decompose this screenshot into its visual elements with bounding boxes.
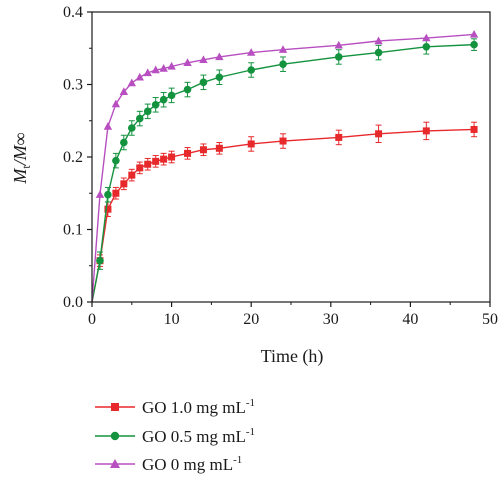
series-line <box>91 128 475 303</box>
data-point-triangle <box>374 36 383 45</box>
legend-label-go-0-5: GO 0.5 mg mL-1 <box>142 426 255 446</box>
legend-item-go-1-0: GO 1.0 mg mL-1 <box>95 397 255 417</box>
x-tick-label: 40 <box>402 311 418 328</box>
data-point-circle <box>135 114 144 123</box>
legend-label-go-1-0-main: GO 1.0 mg mL <box>142 398 246 417</box>
data-point-triangle <box>215 52 224 61</box>
legend: GO 1.0 mg mL-1 GO 0.5 mg mL-1 GO 0 mg mL… <box>95 397 255 474</box>
data-point-circle <box>334 53 343 61</box>
data-point-square <box>160 155 168 163</box>
legend-item-go-0-5: GO 0.5 mg mL-1 <box>95 426 255 446</box>
legend-label-go-0: GO 0 mg mL-1 <box>142 454 242 474</box>
y-tick-label: 0.4 <box>63 4 83 21</box>
legend-label-go-0-5-main: GO 0.5 mg mL <box>142 427 246 446</box>
data-point-circle <box>199 78 208 87</box>
data-point-triangle <box>111 99 121 108</box>
data-point-triangle <box>334 40 343 49</box>
data-point-square <box>247 140 255 148</box>
data-point-triangle <box>135 72 144 81</box>
legend-marker-circle <box>110 431 120 441</box>
series-circle <box>91 38 478 303</box>
data-point-circle <box>128 124 136 132</box>
x-tick-label: 50 <box>482 311 498 328</box>
data-point-square <box>112 189 120 197</box>
data-point-square <box>136 164 144 172</box>
data-point-square <box>120 180 128 188</box>
x-tick-label: 0 <box>88 311 96 328</box>
x-tick-label: 10 <box>164 311 180 328</box>
data-point-circle <box>96 256 104 265</box>
data-point-triangle <box>422 33 431 42</box>
data-point-square <box>104 205 112 213</box>
data-point-triangle <box>167 61 176 70</box>
data-point-triangle <box>247 48 256 56</box>
data-point-circle <box>374 48 383 57</box>
data-point-circle <box>143 107 152 116</box>
legend-label-go-1-0-sup: -1 <box>246 397 255 409</box>
data-point-square <box>144 160 152 168</box>
data-point-square <box>470 125 478 133</box>
data-point-triangle <box>183 58 192 66</box>
data-point-square <box>215 144 223 152</box>
y-axis-title: Mt/M∞ <box>10 132 33 184</box>
series-triangle <box>91 29 479 303</box>
data-point-circle <box>167 91 176 100</box>
legend-label-go-0-main: GO 0 mg mL <box>142 455 233 474</box>
data-point-square <box>128 171 136 179</box>
data-point-circle <box>279 60 287 68</box>
data-point-square <box>184 149 192 157</box>
legend-label-go-1-0: GO 1.0 mg mL-1 <box>142 397 255 417</box>
data-point-circle <box>120 138 128 147</box>
y-tick-label: 0.1 <box>63 222 83 239</box>
data-point-circle <box>112 156 120 165</box>
legend-item-go-0: GO 0 mg mL-1 <box>95 454 242 474</box>
y-tick-label: 0.3 <box>63 77 83 94</box>
data-point-square <box>199 146 207 154</box>
data-point-square <box>375 130 383 138</box>
axes: 0 10 20 30 40 50 0.0 0.1 0.2 0.3 0.4 <box>63 4 498 328</box>
data-point-circle <box>159 95 168 104</box>
legend-label-go-0-5-sup: -1 <box>246 426 255 438</box>
data-point-triangle <box>278 45 288 53</box>
data-point-circle <box>151 101 160 109</box>
data-point-triangle <box>143 68 152 77</box>
series-line <box>91 43 475 303</box>
data-point-triangle <box>151 65 160 74</box>
data-point-triangle <box>103 122 113 130</box>
legend-marker-triangle <box>110 459 120 468</box>
plot-area <box>91 29 479 303</box>
data-point-circle <box>247 66 255 74</box>
data-point-triangle <box>469 29 479 38</box>
data-point-triangle <box>159 64 168 72</box>
data-point-circle <box>104 190 112 199</box>
data-point-circle <box>470 40 478 49</box>
plot-frame <box>91 11 491 303</box>
y-axis-title-m: M <box>10 168 30 185</box>
data-point-square <box>168 153 176 161</box>
y-tick-label: 0.0 <box>63 294 83 311</box>
legend-label-go-0-sup: -1 <box>233 454 242 466</box>
data-point-square <box>422 127 430 135</box>
data-point-circle <box>422 43 431 51</box>
x-tick-label: 30 <box>323 311 339 328</box>
y-axis-title-rest: /M∞ <box>10 132 30 166</box>
x-axis-title: Time (h) <box>261 346 324 367</box>
data-point-circle <box>183 85 192 94</box>
data-point-square <box>335 133 343 141</box>
data-point-triangle <box>199 55 208 64</box>
data-point-square <box>152 157 160 165</box>
legend-marker-square <box>111 403 119 411</box>
data-point-circle <box>215 73 224 82</box>
data-point-square <box>279 137 287 145</box>
data-point-triangle <box>119 87 129 95</box>
y-axis-title-sub: t <box>19 165 33 169</box>
data-point-triangle <box>127 78 136 87</box>
x-tick-label: 20 <box>243 311 259 328</box>
y-tick-label: 0.2 <box>63 149 83 166</box>
data-point-triangle <box>95 190 105 198</box>
series-square <box>91 121 478 303</box>
